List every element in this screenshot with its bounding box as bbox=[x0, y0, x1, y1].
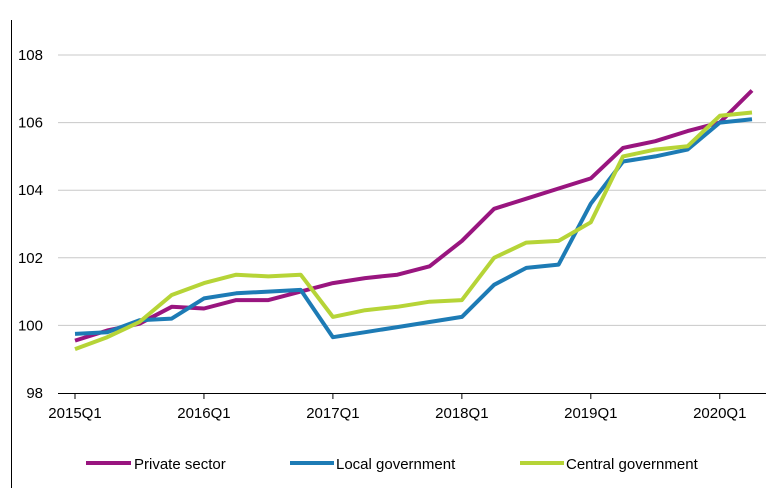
x-tick-label: 2017Q1 bbox=[306, 405, 359, 422]
gridlines bbox=[58, 54, 766, 326]
series-line-local-government bbox=[74, 117, 753, 340]
x-tick-label: 2019Q1 bbox=[564, 405, 617, 422]
y-tick-label: 98 bbox=[26, 385, 43, 402]
y-tick-labels: 98 100 102 104 106 108 bbox=[18, 47, 43, 402]
x-tick-label: 2018Q1 bbox=[435, 405, 488, 422]
series-line-central-government bbox=[74, 110, 753, 351]
legend: Private sector Local government Central go… bbox=[86, 456, 699, 473]
y-tick-label: 108 bbox=[18, 47, 43, 64]
x-tick-label: 2015Q1 bbox=[48, 405, 101, 422]
y-tick-label: 102 bbox=[18, 250, 43, 267]
legend-label: Local government bbox=[336, 456, 456, 473]
y-tick-label: 104 bbox=[18, 182, 43, 199]
legend-label: Private sector bbox=[134, 456, 226, 473]
y-tick-label: 106 bbox=[18, 115, 43, 132]
series-lines bbox=[74, 89, 754, 351]
x-tick-label: 2020Q1 bbox=[693, 405, 746, 422]
legend-label: Central government bbox=[566, 456, 699, 473]
x-tick-label: 2016Q1 bbox=[177, 405, 230, 422]
y-tick-label: 100 bbox=[18, 317, 43, 334]
x-tick-labels: 2015Q1 2016Q1 2017Q1 2018Q1 2019Q1 2020Q1 bbox=[48, 393, 746, 422]
